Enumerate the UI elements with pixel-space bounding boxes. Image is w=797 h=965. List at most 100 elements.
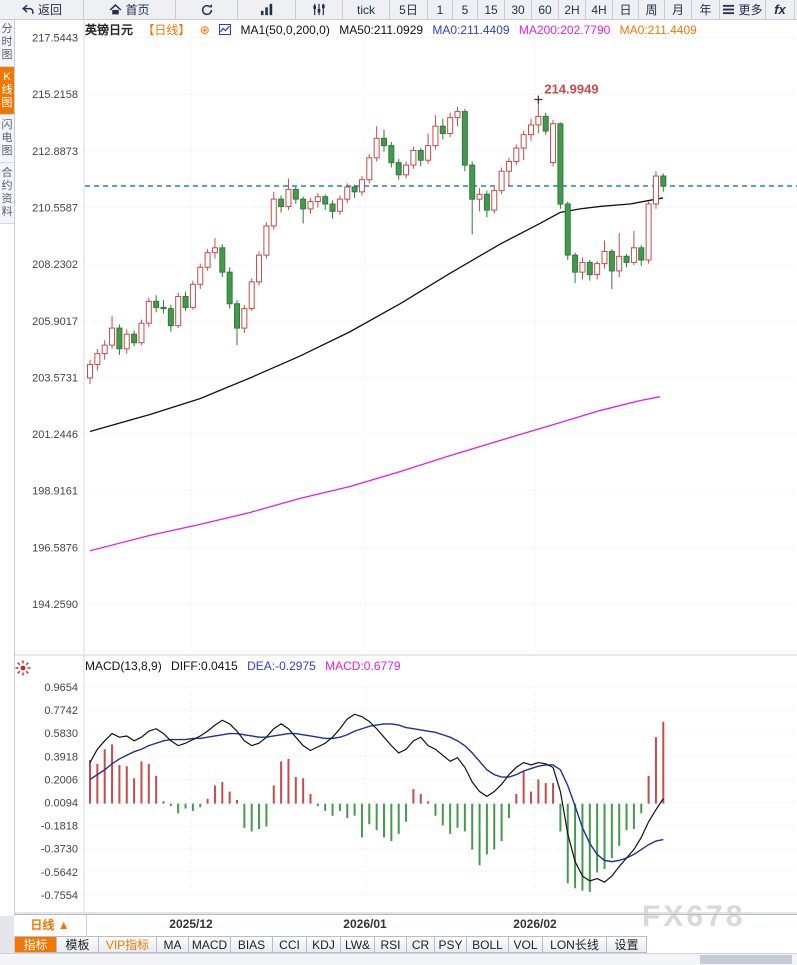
candle[interactable] [87, 364, 93, 379]
toolbar-button-week[interactable]: 周 [639, 0, 665, 19]
candle[interactable] [101, 344, 108, 355]
candle[interactable] [439, 125, 446, 134]
candle[interactable] [425, 145, 432, 161]
indicator-gear-icon[interactable] [14, 659, 32, 677]
indicator-tab-MACD[interactable]: MACD [189, 936, 231, 953]
period-selector[interactable]: 日线 ▲ [14, 915, 87, 936]
candle[interactable] [109, 327, 116, 346]
indicator-tab-模板[interactable]: 模板 [57, 936, 99, 953]
candle[interactable] [373, 137, 380, 159]
toolbar-button-month[interactable]: 月 [665, 0, 692, 19]
candle[interactable] [351, 186, 358, 193]
candle[interactable] [329, 203, 336, 212]
toolbar-button-5m[interactable]: 5 [453, 0, 478, 19]
toolbar-button-indicator-settings[interactable] [296, 0, 343, 19]
candle[interactable] [630, 247, 637, 263]
candle[interactable] [417, 149, 424, 161]
candle[interactable] [469, 164, 476, 200]
candle[interactable] [542, 115, 549, 132]
sidebar-tab-1[interactable]: 分时图 [0, 19, 14, 67]
candle[interactable] [528, 124, 534, 136]
candle[interactable] [388, 145, 395, 164]
candle[interactable] [197, 266, 204, 285]
candle[interactable] [366, 157, 373, 181]
candle[interactable] [608, 250, 615, 272]
candle[interactable] [572, 254, 579, 273]
candle[interactable] [557, 123, 564, 205]
candle[interactable] [483, 193, 490, 211]
candle[interactable] [505, 160, 512, 172]
candle[interactable] [160, 306, 167, 310]
toolbar-button-30m[interactable]: 30 [505, 0, 532, 19]
candle[interactable] [381, 137, 387, 147]
candle[interactable] [454, 111, 461, 119]
candle[interactable] [204, 252, 211, 268]
candle[interactable] [292, 188, 299, 200]
candle[interactable] [219, 247, 226, 273]
indicator-tab-指标[interactable]: 指标 [15, 936, 57, 953]
candle[interactable] [256, 254, 263, 283]
toolbar-button-fx[interactable]: fx [766, 0, 795, 19]
candle[interactable] [116, 327, 123, 350]
candle[interactable] [513, 147, 520, 162]
candle[interactable] [211, 247, 218, 254]
toolbar-button-year[interactable]: 年 [692, 0, 720, 19]
toolbar-button-more[interactable]: 更多 [720, 0, 766, 19]
candle[interactable] [403, 164, 410, 176]
candle[interactable] [131, 333, 138, 344]
toolbar-button-60m[interactable]: 60 [532, 0, 559, 19]
candle[interactable] [638, 247, 645, 261]
candle[interactable] [652, 175, 659, 205]
candle[interactable] [153, 300, 160, 308]
candle[interactable] [550, 123, 557, 164]
candle[interactable] [447, 117, 454, 134]
toolbar-button-home[interactable]: 首页 [84, 0, 176, 19]
circle-plus-icon[interactable]: ⊕ [199, 23, 210, 37]
candle[interactable] [241, 308, 248, 329]
candle[interactable] [616, 255, 623, 272]
indicator-tab-BIAS[interactable]: BIAS [231, 936, 273, 953]
toolbar-button-5d[interactable]: 5日 [390, 0, 428, 19]
candle[interactable] [285, 188, 292, 207]
candle[interactable] [226, 271, 233, 305]
candle[interactable] [535, 115, 542, 126]
candle[interactable] [145, 300, 152, 324]
indicator-tab-VOL[interactable]: VOL [509, 936, 543, 953]
indicator-tab-LON长线[interactable]: LON长线 [543, 936, 607, 953]
candle[interactable] [623, 255, 630, 263]
candle[interactable] [358, 179, 365, 193]
candle[interactable] [234, 303, 240, 329]
candle[interactable] [270, 198, 277, 227]
candle[interactable] [594, 263, 601, 276]
candle[interactable] [564, 203, 571, 256]
indicator-tab-设置[interactable]: 设置 [607, 936, 647, 953]
candle[interactable] [307, 201, 314, 210]
candle[interactable] [138, 322, 145, 344]
toolbar-button-chart-type[interactable] [238, 0, 296, 19]
candle[interactable] [461, 111, 468, 166]
candle[interactable] [586, 261, 593, 276]
candle[interactable] [189, 283, 196, 308]
toolbar-button-2h[interactable]: 2H [559, 0, 586, 19]
toolbar-button-back[interactable]: 返回 [0, 0, 84, 19]
indicator-tab-PSY[interactable]: PSY [435, 936, 467, 953]
candle[interactable] [182, 295, 189, 308]
candle[interactable] [175, 295, 182, 327]
toolbar-button-1m[interactable]: 1 [428, 0, 453, 19]
candle[interactable] [314, 196, 321, 203]
candle[interactable] [645, 203, 652, 261]
horizontal-scrollbar[interactable] [0, 953, 797, 965]
indicator-tab-BOLL[interactable]: BOLL [467, 936, 509, 953]
indicator-tab-LW&[interactable]: LW& [341, 936, 375, 953]
toolbar-button-4h[interactable]: 4H [586, 0, 613, 19]
candle[interactable] [248, 281, 255, 310]
toolbar-button-15m[interactable]: 15 [478, 0, 505, 19]
candle[interactable] [410, 149, 417, 166]
indicator-tab-CR[interactable]: CR [407, 936, 435, 953]
indicator-tab-MA[interactable]: MA [157, 936, 189, 953]
candle[interactable] [322, 196, 329, 205]
candle[interactable] [498, 170, 505, 192]
indicator-tab-RSI[interactable]: RSI [375, 936, 407, 953]
candle[interactable] [395, 162, 402, 176]
